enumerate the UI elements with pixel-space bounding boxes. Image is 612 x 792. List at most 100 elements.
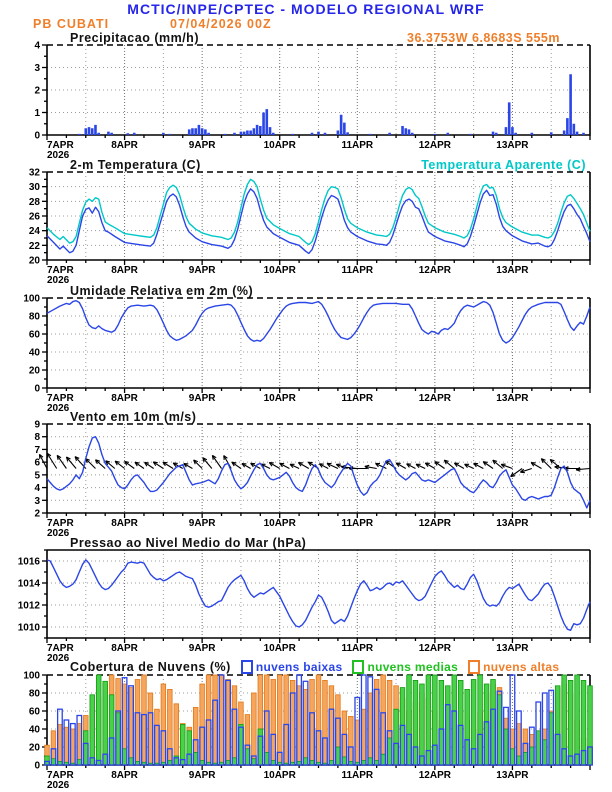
x-day-label: 10APR [264, 140, 297, 151]
y-tick-label: 4 [34, 41, 40, 52]
precip-bar [239, 131, 243, 135]
x-day-label: 12APR [419, 140, 452, 151]
y-tick-label: 4 [34, 483, 40, 494]
y-tick-label: 20 [29, 743, 41, 754]
x-year-label: 2026 [47, 150, 70, 161]
low-clouds-swatch-icon [240, 660, 253, 674]
legend-apparent-temperature: Temperatura Aparente (C) [421, 158, 586, 172]
precip-bar [336, 130, 340, 135]
precip-bar [323, 132, 327, 135]
panel-title-clouds: Cobertura de Nuvens (%) [70, 660, 231, 674]
x-day-label: 12APR [419, 518, 452, 529]
y-tick-label: 3 [34, 496, 40, 507]
x-day-label: 8APR [111, 643, 138, 654]
x-day-label: 11APR [341, 770, 373, 781]
precip-bar [504, 127, 508, 135]
page-title: MCTIC/INPE/CPTEC - MODELO REGIONAL WRF [127, 1, 485, 17]
precip-bar [126, 133, 130, 135]
precip-bar [433, 133, 437, 135]
legend-item-low-clouds: nuvens baixas [240, 660, 343, 674]
precip-bar [343, 122, 346, 135]
x-start-label: 7APR [47, 393, 74, 404]
x-day-label: 13APR [496, 140, 529, 151]
x-day-label: 9APR [189, 518, 216, 529]
precip-bar [187, 129, 191, 135]
y-tick-label: 7 [34, 445, 40, 456]
y-tick-label: 20 [29, 366, 41, 377]
precip-bar [566, 118, 569, 135]
precip-bar [194, 128, 197, 135]
series-line [46, 178, 591, 246]
series-line [46, 300, 591, 344]
y-tick-label: 60 [29, 707, 41, 718]
x-start-label: 7APR [47, 770, 74, 781]
precip-bar [255, 124, 259, 135]
x-start-label: 7APR [47, 265, 74, 276]
x-year-label: 2026 [47, 780, 70, 791]
y-tick-label: 0 [34, 384, 40, 395]
precip-bar [204, 129, 207, 135]
x-day-label: 10APR [264, 643, 297, 654]
precip-bar [197, 124, 201, 135]
precip-bar [242, 131, 246, 135]
station-name: PB CUBATI [33, 17, 110, 31]
precip-bar [562, 130, 566, 135]
y-tick-label: 8 [34, 432, 40, 443]
y-tick-label: 6 [34, 458, 40, 469]
x-day-label: 10APR [264, 393, 297, 404]
x-day-label: 8APR [111, 140, 138, 151]
x-start-label: 7APR [47, 643, 74, 654]
precip-bar [575, 131, 579, 135]
precip-bar [310, 132, 314, 135]
x-day-label: 11APR [341, 643, 373, 654]
x-day-label: 11APR [341, 140, 373, 151]
x-start-label: 7APR [47, 140, 74, 151]
x-day-label: 13APR [496, 518, 529, 529]
x-day-label: 9APR [189, 393, 216, 404]
panel-title-humidity: Umidade Relativa em 2m (%) [70, 284, 254, 298]
x-day-label: 11APR [341, 265, 373, 276]
series-line [46, 436, 591, 509]
x-day-label: 13APR [496, 265, 529, 276]
precip-bar [507, 102, 511, 135]
precip-bar [317, 131, 320, 135]
panel-title-precipitation: Precipitacao (mm/h) [70, 31, 199, 45]
y-tick-label: 40 [29, 348, 41, 359]
precip-bar [191, 128, 194, 135]
x-day-label: 10APR [264, 265, 297, 276]
y-tick-label: 0 [34, 761, 40, 772]
precip-bar [514, 132, 517, 135]
precip-bar [407, 129, 411, 135]
panel-title-pressure: Pressao ao Nivel Medio do Mar (hPa) [70, 536, 307, 550]
precip-bar [233, 132, 236, 135]
y-tick-label: 9 [34, 420, 40, 431]
precip-bar [494, 132, 498, 135]
precip-bar [388, 132, 391, 135]
y-tick-label: 60 [29, 330, 41, 341]
precip-bar [110, 132, 113, 135]
mid-clouds-label: nuvens medias [367, 660, 459, 674]
precip-bar [168, 133, 172, 135]
precip-bar [200, 128, 204, 135]
precip-bar [339, 114, 343, 135]
x-day-label: 9APR [189, 770, 216, 781]
precip-bar [97, 132, 101, 135]
precip-bar [268, 127, 272, 135]
y-tick-label: 32 [29, 168, 41, 179]
y-tick-label: 100 [23, 294, 40, 305]
x-day-label: 11APR [341, 518, 373, 529]
y-tick-label: 3 [34, 63, 40, 74]
x-day-label: 9APR [189, 140, 216, 151]
x-year-label: 2026 [47, 528, 70, 539]
precip-bar [401, 126, 404, 135]
precip-bar [291, 133, 294, 135]
precip-bar [84, 128, 88, 135]
mid-clouds-swatch-icon [352, 660, 365, 674]
